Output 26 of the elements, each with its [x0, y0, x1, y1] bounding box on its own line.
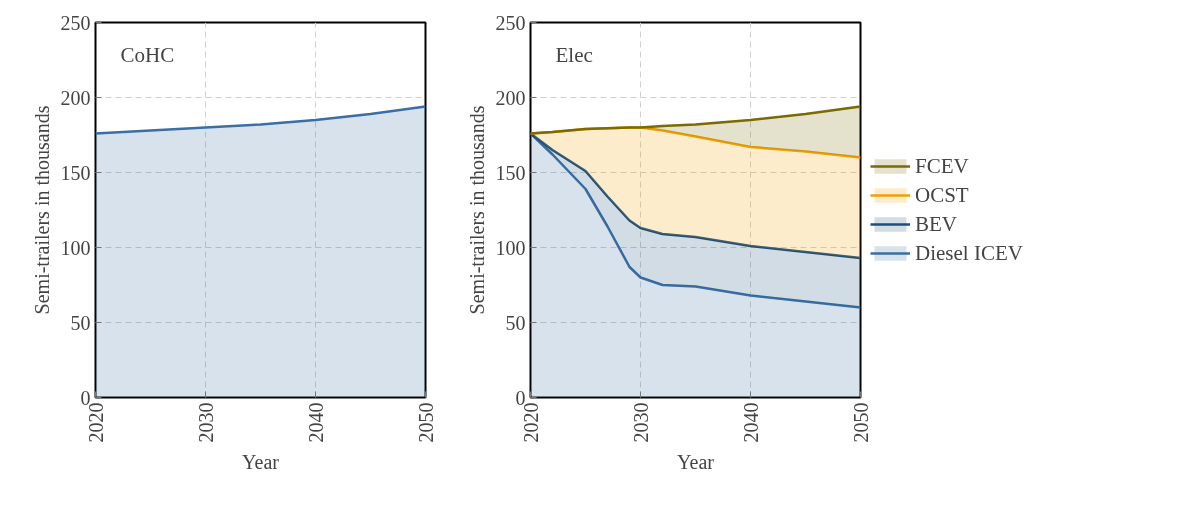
- legend-label: BEV: [915, 211, 957, 237]
- y-tick-label: 250: [495, 11, 526, 34]
- x-tick-label: 2030: [629, 402, 652, 443]
- x-tick-label: 2050: [414, 402, 437, 443]
- legend-label: FCEV: [915, 153, 969, 179]
- annotation: CoHC: [120, 42, 175, 67]
- y-tick-label: 250: [60, 11, 91, 34]
- x-tick-label: 2040: [739, 402, 762, 443]
- x-axis-title: Year: [242, 450, 280, 473]
- y-tick-label: 150: [495, 161, 526, 184]
- legend-label: Diesel ICEV: [915, 240, 1023, 266]
- y-tick-label: 100: [495, 236, 526, 259]
- legend-label: OCST: [915, 182, 969, 208]
- y-tick-label: 150: [60, 161, 91, 184]
- x-tick-label: 2040: [304, 402, 327, 443]
- y-tick-label: 100: [60, 236, 91, 259]
- y-axis-title: Semi-trailers in thousands: [30, 105, 53, 315]
- annotation: Elec: [555, 42, 593, 67]
- x-tick-label: 2050: [849, 402, 872, 443]
- y-tick-label: 200: [60, 86, 91, 109]
- y-tick-label: 50: [505, 311, 526, 334]
- x-axis-title: Year: [677, 450, 715, 473]
- x-tick-label: 2030: [194, 402, 217, 443]
- y-tick-label: 200: [495, 86, 526, 109]
- y-axis-title: Semi-trailers in thousands: [465, 105, 488, 315]
- y-tick-label: 50: [70, 311, 91, 334]
